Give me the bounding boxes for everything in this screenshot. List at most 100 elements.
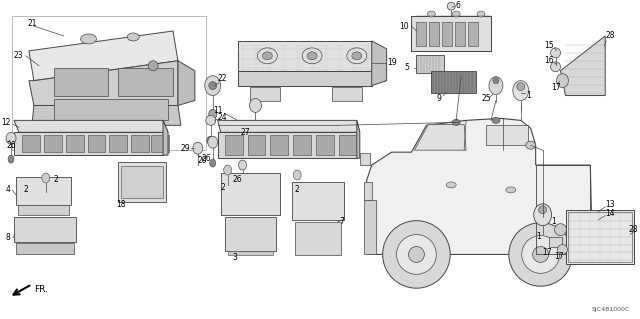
Text: 29: 29 <box>180 144 189 153</box>
Ellipse shape <box>383 221 450 288</box>
Ellipse shape <box>207 136 215 144</box>
Text: 1: 1 <box>526 91 531 100</box>
Bar <box>66 135 84 152</box>
Bar <box>548 237 563 247</box>
Text: SJC4B1000C: SJC4B1000C <box>592 307 630 312</box>
Ellipse shape <box>193 142 203 154</box>
Text: 28: 28 <box>605 32 615 41</box>
Ellipse shape <box>554 224 566 235</box>
Text: 2: 2 <box>295 185 300 194</box>
Text: 26: 26 <box>233 175 243 184</box>
Polygon shape <box>357 120 360 158</box>
Ellipse shape <box>557 74 568 88</box>
Bar <box>316 135 334 155</box>
Text: 8: 8 <box>5 233 10 242</box>
Bar <box>54 68 108 96</box>
Ellipse shape <box>252 123 259 131</box>
Ellipse shape <box>452 11 460 17</box>
Ellipse shape <box>477 11 485 17</box>
Bar <box>88 135 106 152</box>
Ellipse shape <box>493 78 499 84</box>
Ellipse shape <box>307 52 317 60</box>
Ellipse shape <box>223 165 232 175</box>
Ellipse shape <box>206 115 216 125</box>
Ellipse shape <box>516 83 525 91</box>
Ellipse shape <box>446 182 456 188</box>
Bar <box>442 22 452 46</box>
Text: 19: 19 <box>387 58 396 67</box>
Ellipse shape <box>506 187 516 193</box>
Polygon shape <box>32 106 181 125</box>
Ellipse shape <box>8 155 14 163</box>
Ellipse shape <box>250 99 261 112</box>
Bar <box>16 177 70 205</box>
Text: 24: 24 <box>218 113 227 122</box>
Text: 23: 23 <box>13 51 23 60</box>
Polygon shape <box>163 120 168 155</box>
Ellipse shape <box>148 61 158 71</box>
Ellipse shape <box>81 34 97 44</box>
Bar <box>292 182 344 220</box>
Text: 2: 2 <box>220 183 225 192</box>
Bar <box>468 22 478 46</box>
Text: 16: 16 <box>544 56 554 65</box>
Ellipse shape <box>539 206 547 214</box>
Bar <box>568 212 632 263</box>
Bar <box>18 205 68 215</box>
Ellipse shape <box>550 62 561 72</box>
Text: 17: 17 <box>551 83 561 92</box>
Bar <box>250 86 280 100</box>
Bar <box>118 162 166 202</box>
Ellipse shape <box>557 245 568 255</box>
Polygon shape <box>178 61 195 106</box>
Text: 25: 25 <box>481 94 491 103</box>
Text: 7: 7 <box>339 217 344 226</box>
Text: 10: 10 <box>399 21 408 31</box>
Text: 21: 21 <box>27 19 36 27</box>
Ellipse shape <box>127 33 140 41</box>
Polygon shape <box>415 124 466 150</box>
Text: 15: 15 <box>544 41 554 50</box>
Polygon shape <box>237 41 372 71</box>
Polygon shape <box>218 132 357 158</box>
Bar <box>228 251 273 256</box>
Ellipse shape <box>513 81 529 100</box>
Bar <box>225 217 276 251</box>
Text: 17: 17 <box>554 252 563 261</box>
Bar <box>412 16 491 51</box>
Text: 14: 14 <box>605 209 615 218</box>
Ellipse shape <box>408 247 424 263</box>
Text: 5: 5 <box>404 63 410 72</box>
Ellipse shape <box>352 52 362 60</box>
Text: 22: 22 <box>218 74 227 83</box>
Ellipse shape <box>205 76 221 96</box>
Ellipse shape <box>397 234 436 274</box>
Bar <box>417 55 444 73</box>
Polygon shape <box>29 31 178 81</box>
Ellipse shape <box>534 204 552 226</box>
Text: 2: 2 <box>53 175 58 184</box>
Bar <box>295 222 341 256</box>
Bar <box>12 16 206 150</box>
Bar <box>22 135 40 152</box>
Text: 27: 27 <box>241 128 250 137</box>
Bar <box>486 125 528 145</box>
Ellipse shape <box>525 141 536 149</box>
Text: 18: 18 <box>116 200 126 209</box>
Bar <box>429 22 439 46</box>
Bar <box>417 22 426 46</box>
Ellipse shape <box>208 136 218 148</box>
Polygon shape <box>14 132 163 155</box>
Text: 11: 11 <box>213 106 223 115</box>
Polygon shape <box>372 41 387 85</box>
Bar <box>293 135 311 155</box>
Bar <box>151 135 169 152</box>
Ellipse shape <box>532 247 548 263</box>
Ellipse shape <box>209 109 217 119</box>
Ellipse shape <box>492 117 500 123</box>
Text: 6: 6 <box>456 1 461 10</box>
Text: 12: 12 <box>1 118 11 127</box>
Ellipse shape <box>6 132 16 144</box>
Ellipse shape <box>209 82 217 90</box>
Bar <box>54 99 168 120</box>
